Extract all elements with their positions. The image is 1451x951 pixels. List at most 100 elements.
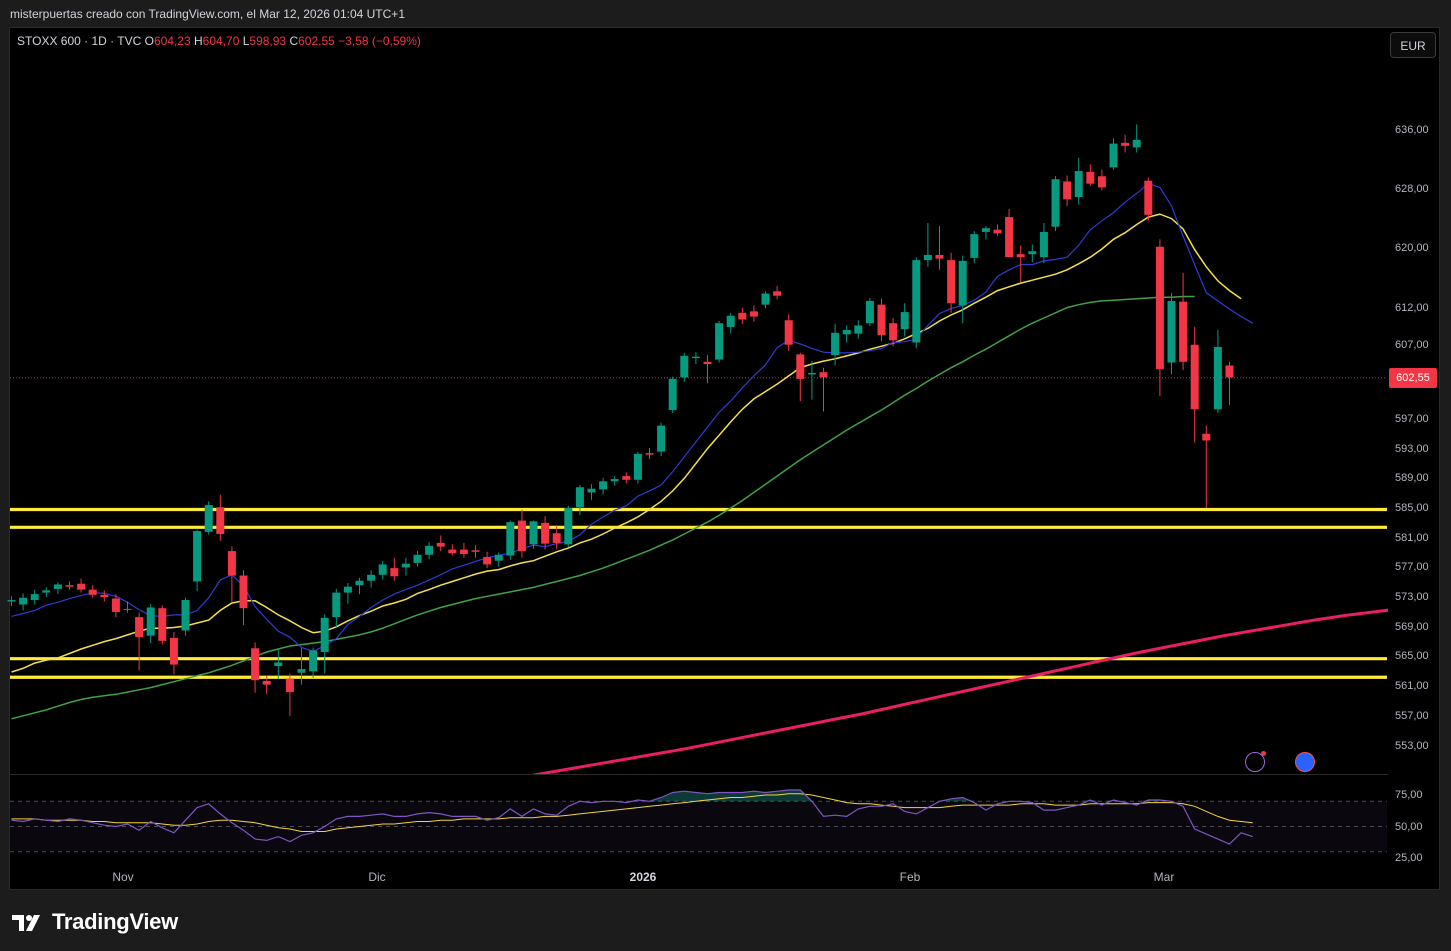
y-tick-label: 581,00 [1395,531,1429,544]
y-tick-label: 573,00 [1395,591,1429,604]
x-tick-label: 2026 [629,870,657,884]
candle-body [448,549,457,554]
candle-body [1109,143,1118,168]
candle-body [436,542,445,547]
candle-body [30,594,39,601]
candle-body [564,508,573,545]
candle-body [529,521,538,545]
candle-body [541,522,550,544]
candle-body [657,425,666,452]
y-tick-label: 636,00 [1395,123,1429,136]
candle-body [1086,171,1095,184]
candle-body [19,597,28,605]
chart-panel[interactable] [9,27,1440,890]
candle-body [877,304,886,336]
y-tick-label: 577,00 [1395,561,1429,574]
candle-body [274,662,283,667]
candle-body [1016,254,1025,258]
candle-body [981,228,990,232]
y-tick-label: 585,00 [1395,502,1429,514]
candle-body [297,669,306,673]
candle-body [1063,181,1072,200]
change-value: −3,58 (−0,59%) [338,34,421,48]
ma-fast-line [11,183,1254,652]
candle-body [726,315,735,327]
ma-mid-line [11,213,1242,673]
candle-body [216,507,225,534]
high-value: 604,70 [202,34,240,48]
candle-body [42,590,51,593]
currency-button[interactable]: EUR [1390,32,1436,58]
candle-body [1144,180,1153,215]
candle-body [668,378,677,411]
candle-body [425,545,434,555]
candle-body [332,592,341,618]
candle-body [947,260,956,304]
candle-body [1202,433,1211,441]
candle-body [355,580,364,586]
y-tick-label: 553,00 [1395,739,1429,752]
candle-body [343,586,352,593]
candle-body [390,568,399,577]
candle-body [935,254,944,259]
candle-body [993,229,1002,234]
candle-body [599,481,608,490]
candle-body [889,323,898,341]
brand-name: TradingView [52,909,178,934]
globe-icon[interactable] [1295,752,1315,772]
candle-body [53,584,62,589]
y-tick-label: 561,00 [1395,680,1429,693]
candle-body [1225,365,1234,378]
y-tick-label: 565,00 [1395,650,1429,663]
y-tick-label: 593,00 [1395,442,1429,455]
candle-body [854,325,863,334]
rsi-tick-label: 50,00 [1395,820,1423,833]
candle-body [819,372,828,378]
candle-body [65,585,74,587]
symbol-label[interactable]: STOXX 600 · 1D · TVC [17,34,142,48]
rsi-overbought-fill [11,790,1253,802]
candle-body [970,234,979,258]
candle-body [587,488,596,493]
pane-divider[interactable] [10,774,1388,775]
candle-body [1074,171,1083,198]
rsi-line [11,789,1253,845]
candle-body [703,361,712,365]
candle-body [7,600,16,602]
x-tick-label: Nov [112,870,134,884]
candle-body [1121,142,1130,146]
lightning-icon[interactable] [1245,751,1266,772]
candle-body [483,556,492,565]
candle-body [680,355,689,378]
tradingview-logo[interactable]: TradingView [12,907,178,937]
candle-body [123,608,132,610]
candle-body [622,476,631,480]
candle-body [1213,346,1222,410]
candle-body [761,293,770,305]
candle-body [958,260,967,306]
close-label: C [289,34,299,48]
candle-body [842,329,851,335]
rsi-tick-label: 25,00 [1395,852,1423,864]
ma-slow-line [11,295,1195,720]
candle-body [575,487,584,508]
candle-body [749,311,758,317]
candle-body [88,589,97,595]
close-value: 602,55 [298,34,335,48]
candle-body [77,583,86,590]
open-label: O [144,34,154,48]
rsi-tick-label: 75,00 [1395,789,1423,801]
x-tick-label: Dic [368,870,386,884]
candle-body [610,479,619,482]
candle-body [1028,251,1037,255]
candle-body [738,312,747,320]
candle-body [193,531,202,582]
candle-body [1039,231,1048,258]
candle-body [633,453,642,480]
candle-body [784,320,793,345]
candle-body [1190,344,1199,410]
candle-body [773,291,782,296]
candle-body [1155,246,1164,370]
candle-body [239,575,248,609]
